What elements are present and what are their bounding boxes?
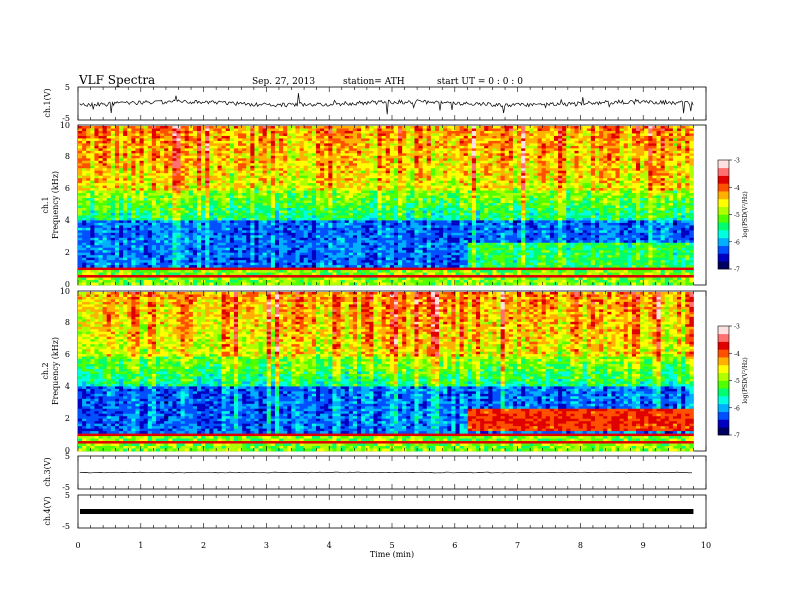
colorbar-swatch	[718, 364, 729, 374]
colorbar-swatch	[718, 349, 729, 358]
colorbar-swatch	[718, 261, 729, 270]
colorbar-swatch	[718, 222, 729, 231]
x-axis-ticks: 0 1 2 3 4 5 6 7 8 9 10	[75, 87, 711, 550]
figure-title: VLF Spectra	[78, 73, 155, 87]
colorbar-swatch	[718, 341, 729, 350]
date-label: Sep. 27, 2013	[252, 77, 315, 87]
ch3-waveform-line	[79, 471, 693, 474]
colorbar-tick-label: -6	[734, 239, 740, 246]
colorbar-swatch	[718, 206, 729, 215]
colorbar-swatch	[718, 237, 729, 246]
colorbar-swatch	[718, 411, 729, 420]
ch1-spec-ylabel-channel: ch.1	[41, 196, 50, 213]
ch4-ytick-neg5: -5	[62, 522, 70, 531]
colorbar-swatch	[718, 175, 729, 184]
ch1-spec-ytick-0: 0	[65, 280, 70, 289]
start-time-label: start UT = 0 : 0 : 0	[437, 77, 523, 87]
colorbar-swatch	[718, 380, 729, 389]
ch3-ytick-5: 5	[65, 452, 70, 461]
ch2-spec-ytick-4: 4	[65, 382, 70, 391]
x-tick-label: 1	[138, 541, 143, 550]
colorbar-swatch	[718, 198, 729, 208]
ch1-spec-ytick-8: 8	[65, 152, 70, 161]
colorbar-swatch	[718, 372, 729, 381]
colorbar-tick-label: -5	[734, 212, 740, 219]
ch2-spec-ytick-2: 2	[65, 414, 70, 423]
ch1-spec-ylabel-frequency: Frequency (kHz)	[51, 171, 60, 239]
ch2-spec-ylabel-channel: ch.2	[41, 362, 50, 379]
x-tick-label: 6	[452, 541, 457, 550]
colorbar-tick-label: -5	[734, 378, 740, 385]
colorbar-tick-label: -7	[734, 267, 740, 274]
ch1-spec-ytick-2: 2	[65, 248, 70, 257]
colorbar-label: log(PSD(V²/Hz)	[742, 191, 749, 238]
ch3-ytick-neg5: -5	[62, 483, 70, 492]
ch1-spec-ytick-6: 6	[65, 184, 70, 193]
colorbar-swatch	[718, 160, 729, 169]
colorbar-tick-label: -3	[734, 324, 740, 331]
colorbar-swatch	[718, 419, 729, 428]
ch1-spectrogram-image	[78, 126, 694, 286]
ch4-waveform-band	[80, 509, 694, 514]
station-label: station= ATH	[343, 77, 405, 87]
colorbar-label: log(PSD(V²/Hz)	[742, 357, 749, 404]
colorbar-swatch	[718, 333, 729, 342]
ch1-waveform-line	[79, 93, 694, 115]
ch2-spec-ytick-10: 10	[60, 287, 70, 296]
ch1-ylabel: ch.1(V)	[43, 88, 52, 117]
x-tick-label: 7	[515, 541, 520, 550]
colorbar-swatch	[718, 167, 729, 176]
colorbar-tick-label: -3	[734, 158, 740, 165]
colorbar-swatch	[718, 357, 729, 366]
ch1-spec-ytick-10: 10	[60, 121, 70, 130]
ch2-spec-yticks: 0 2 4 6 8 10	[60, 287, 70, 455]
ch2-spec-ytick-0: 0	[65, 446, 70, 455]
x-tick-label: 4	[327, 541, 332, 550]
colorbar-swatch	[718, 253, 729, 262]
colorbar-tick-label: -6	[734, 405, 740, 412]
colorbar-swatch	[718, 403, 729, 412]
colorbar-tick-label: -4	[734, 185, 740, 192]
ch4-ytick-5: 5	[65, 491, 70, 500]
colorbar-swatch	[718, 388, 729, 397]
colorbar-swatch	[718, 214, 729, 223]
colorbar-swatch	[718, 427, 729, 436]
x-tick-label: 0	[75, 541, 80, 550]
colorbar-swatch	[718, 230, 729, 239]
x-tick-label: 3	[264, 541, 269, 550]
colorbar-swatch	[718, 191, 729, 200]
colorbar-tick-label: -4	[734, 351, 740, 358]
ch1-spec-yticks: 0 2 4 6 8 10	[60, 121, 70, 289]
x-axis-label: Time (min)	[370, 550, 414, 559]
ch1-ytick-neg5: -5	[62, 114, 70, 123]
ch2-colorbar: -3 -4 -5 -6 -7 log(PSD(V²/Hz)	[717, 324, 749, 440]
x-tick-label: 5	[389, 541, 394, 550]
ch1-colorbar: -3 -4 -5 -6 -7 log(PSD(V²/Hz)	[717, 158, 749, 274]
ch2-spec-ytick-8: 8	[65, 318, 70, 327]
colorbar-swatch	[718, 396, 729, 405]
colorbar-swatch	[718, 326, 729, 335]
colorbar-swatch	[718, 183, 729, 192]
x-tick-label: 8	[578, 541, 583, 550]
x-tick-label: 9	[641, 541, 646, 550]
colorbar-swatch	[718, 245, 729, 254]
x-tick-label: 2	[201, 541, 206, 550]
ch4-ylabel: ch.4(V)	[43, 496, 52, 525]
ch2-spec-ylabel-frequency: Frequency (kHz)	[51, 337, 60, 405]
ch1-spec-ytick-4: 4	[65, 216, 70, 225]
ch2-spec-ytick-6: 6	[65, 350, 70, 359]
x-tick-label: 10	[701, 541, 711, 550]
ch3-ylabel: ch.3(V)	[43, 457, 52, 486]
ch2-spectrogram-image	[78, 292, 694, 452]
ch1-ytick-5: 5	[65, 83, 70, 92]
colorbar-tick-label: -7	[734, 433, 740, 440]
